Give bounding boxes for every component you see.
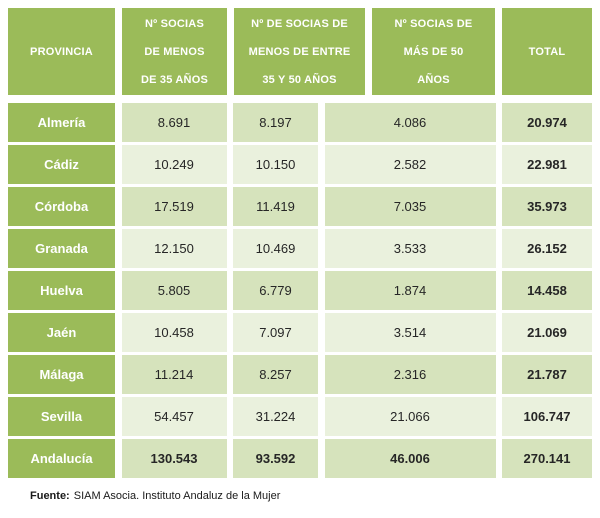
table-cell: 12.150 <box>121 229 227 268</box>
table-cell: 10.469 <box>233 229 318 268</box>
table-cell: 6.779 <box>233 271 318 310</box>
column-header-provincia: PROVINCIA <box>8 8 115 95</box>
table-header-row: PROVINCIA Nº SOCIAS DE MENOS DE 35 AÑOS … <box>8 8 592 95</box>
total-cell: 106.747 <box>502 397 592 436</box>
table-cell: 130.543 <box>121 439 227 478</box>
source-label: Fuente: <box>30 490 70 502</box>
total-cell: 20.974 <box>502 103 592 142</box>
table-cell: 31.224 <box>233 397 318 436</box>
table-cell: 8.691 <box>121 103 227 142</box>
province-cell: Jaén <box>8 313 115 352</box>
table-cell: 93.592 <box>233 439 318 478</box>
table-cell: 54.457 <box>121 397 227 436</box>
total-cell: 35.973 <box>502 187 592 226</box>
table-body: Almería 8.691 8.197 4.086 20.974 Cádiz 1… <box>8 103 592 478</box>
province-cell: Cádiz <box>8 145 115 184</box>
province-cell: Sevilla <box>8 397 115 436</box>
provinces-members-table: PROVINCIA Nº SOCIAS DE MENOS DE 35 AÑOS … <box>8 8 592 478</box>
table-cell: 3.514 <box>324 313 496 352</box>
total-cell: 21.069 <box>502 313 592 352</box>
province-cell: Almería <box>8 103 115 142</box>
table-cell: 8.197 <box>233 103 318 142</box>
table-cell: 21.066 <box>324 397 496 436</box>
table-cell: 7.035 <box>324 187 496 226</box>
table-cell: 3.533 <box>324 229 496 268</box>
table-cell: 2.316 <box>324 355 496 394</box>
province-cell: Málaga <box>8 355 115 394</box>
column-header-under-35: Nº SOCIAS DE MENOS DE 35 AÑOS <box>122 8 227 95</box>
table-cell: 1.874 <box>324 271 496 310</box>
total-cell: 22.981 <box>502 145 592 184</box>
column-header-35-to-50: Nº DE SOCIAS DE MENOS DE ENTRE 35 Y 50 A… <box>234 8 365 95</box>
table-cell: 17.519 <box>121 187 227 226</box>
column-header-total: TOTAL <box>502 8 592 95</box>
table-cell: 10.458 <box>121 313 227 352</box>
province-cell: Granada <box>8 229 115 268</box>
source-note: Fuente: SIAM Asocia. Instituto Andaluz de… <box>30 490 280 502</box>
region-total-cell: Andalucía <box>8 439 115 478</box>
table-cell: 11.419 <box>233 187 318 226</box>
column-header-over-50: Nº SOCIAS DE MÁS DE 50 AÑOS <box>372 8 495 95</box>
grand-total-cell: 270.141 <box>502 439 592 478</box>
table-cell: 5.805 <box>121 271 227 310</box>
table-cell: 10.150 <box>233 145 318 184</box>
province-cell: Córdoba <box>8 187 115 226</box>
province-cell: Huelva <box>8 271 115 310</box>
source-text: SIAM Asocia. Instituto Andaluz de la Muj… <box>73 490 281 502</box>
table-cell: 4.086 <box>324 103 496 142</box>
table-cell: 11.214 <box>121 355 227 394</box>
table-cell: 2.582 <box>324 145 496 184</box>
table-cell: 10.249 <box>121 145 227 184</box>
total-cell: 26.152 <box>502 229 592 268</box>
table-cell: 46.006 <box>324 439 496 478</box>
total-cell: 14.458 <box>502 271 592 310</box>
table-cell: 8.257 <box>233 355 318 394</box>
total-cell: 21.787 <box>502 355 592 394</box>
table-cell: 7.097 <box>233 313 318 352</box>
